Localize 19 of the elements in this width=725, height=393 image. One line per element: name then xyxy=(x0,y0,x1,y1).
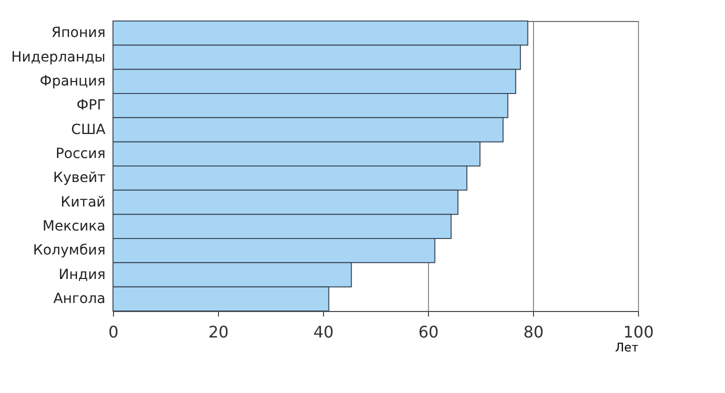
x-tick-label: 60 xyxy=(418,322,439,342)
x-tick-label: 80 xyxy=(523,322,544,342)
y-tick-label: Япония xyxy=(51,25,106,42)
y-tick-label: Нидерланды xyxy=(11,49,106,66)
y-tick-label: Китай xyxy=(60,194,106,210)
y-tick-label: Россия xyxy=(56,146,106,162)
y-tick-label: США xyxy=(71,122,106,138)
x-tick-label: 100 xyxy=(623,322,654,342)
y-tick-label: Индия xyxy=(58,266,106,283)
x-tick-label: 20 xyxy=(208,322,229,342)
x-tick-label: 0 xyxy=(108,322,119,342)
y-tick-label: ФРГ xyxy=(76,98,106,114)
y-tick-label: Кувейт xyxy=(53,170,106,186)
y-tick-label: Мексика xyxy=(42,218,106,234)
x-tick-label: 40 xyxy=(313,322,334,342)
y-tick-label: Ангола xyxy=(53,290,106,307)
x-axis-title: Лет xyxy=(615,340,638,354)
y-tick-label: Франция xyxy=(40,73,106,90)
y-tick-label: Колумбия xyxy=(33,242,106,259)
